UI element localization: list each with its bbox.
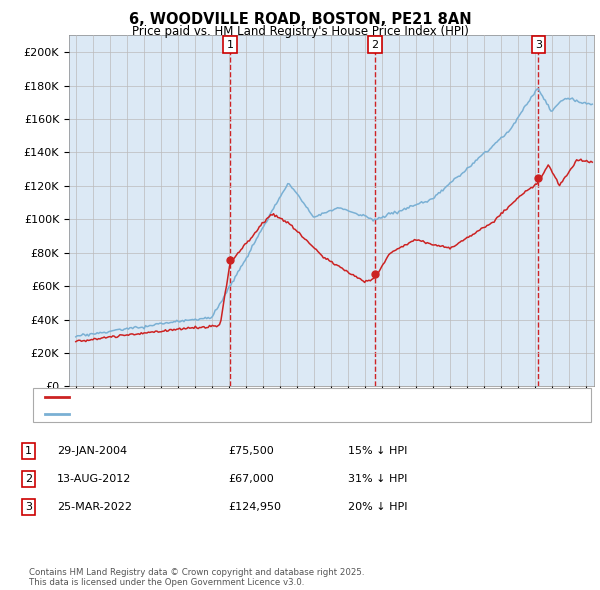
Text: 20% ↓ HPI: 20% ↓ HPI — [348, 502, 407, 512]
Text: 29-JAN-2004: 29-JAN-2004 — [57, 447, 127, 456]
Text: 2: 2 — [25, 474, 32, 484]
Text: 15% ↓ HPI: 15% ↓ HPI — [348, 447, 407, 456]
Text: £124,950: £124,950 — [228, 502, 281, 512]
Text: 3: 3 — [535, 40, 542, 50]
Text: HPI: Average price, semi-detached house, Boston: HPI: Average price, semi-detached house,… — [74, 409, 332, 419]
Text: 2: 2 — [371, 40, 379, 50]
Text: 31% ↓ HPI: 31% ↓ HPI — [348, 474, 407, 484]
Text: 1: 1 — [227, 40, 233, 50]
Text: 1: 1 — [25, 447, 32, 456]
Text: 25-MAR-2022: 25-MAR-2022 — [57, 502, 132, 512]
Text: 6, WOODVILLE ROAD, BOSTON, PE21 8AN (semi-detached house): 6, WOODVILLE ROAD, BOSTON, PE21 8AN (sem… — [74, 392, 415, 402]
Text: £75,500: £75,500 — [228, 447, 274, 456]
Text: 13-AUG-2012: 13-AUG-2012 — [57, 474, 131, 484]
Text: 6, WOODVILLE ROAD, BOSTON, PE21 8AN: 6, WOODVILLE ROAD, BOSTON, PE21 8AN — [128, 12, 472, 27]
Text: £67,000: £67,000 — [228, 474, 274, 484]
Text: Contains HM Land Registry data © Crown copyright and database right 2025.
This d: Contains HM Land Registry data © Crown c… — [29, 568, 364, 587]
Text: Price paid vs. HM Land Registry's House Price Index (HPI): Price paid vs. HM Land Registry's House … — [131, 25, 469, 38]
Text: 3: 3 — [25, 502, 32, 512]
